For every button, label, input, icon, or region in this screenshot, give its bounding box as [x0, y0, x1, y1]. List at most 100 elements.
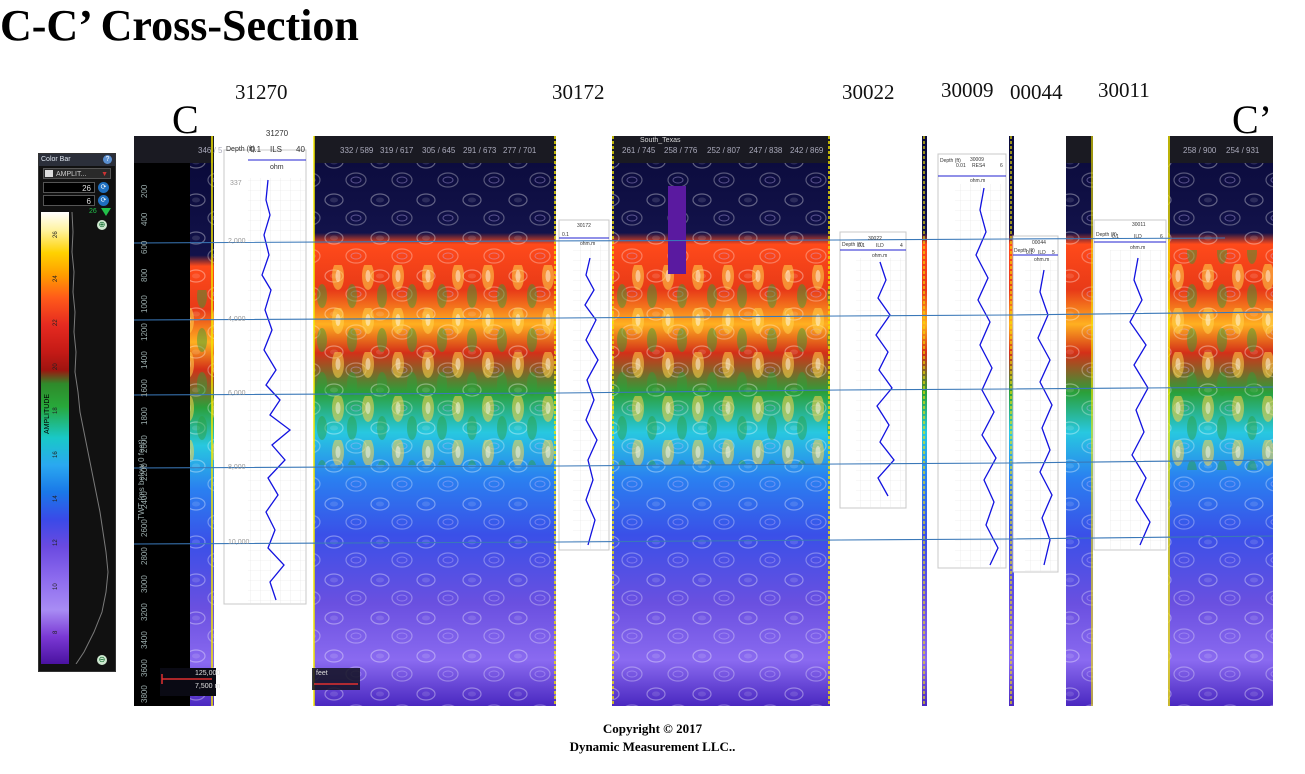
copyright-line1: Copyright © 2017 — [602, 721, 703, 736]
twt-tick-3200: 3200 — [140, 603, 149, 621]
twt-tick-2600: 2600 — [140, 519, 149, 537]
log-curve-name-30011: ILD — [1134, 234, 1142, 240]
cb-tick-8: 8 — [53, 630, 59, 634]
log-depth-31270-0: 337 — [230, 180, 242, 187]
cb-tick-20: 20 — [53, 363, 59, 370]
panel3-header-tick-4: 242 / 869 — [790, 146, 824, 155]
panel3-survey-name: South_Texas — [640, 137, 681, 144]
log-header-30172: 30172 — [577, 223, 591, 229]
twt-tick-1200: 1200 — [140, 323, 149, 341]
max-value-field[interactable]: 26 — [43, 182, 95, 193]
attribute-select[interactable]: AMPLIT... ▼ — [43, 168, 111, 179]
cb-tick-22: 22 — [53, 319, 59, 326]
log-track-30009 — [937, 153, 1007, 569]
twt-tick-3000: 3000 — [140, 575, 149, 593]
log-header-30009: 30009 — [970, 157, 984, 163]
log-unit-30022: ohm.m — [872, 253, 888, 259]
amplitude-axis-label: AMPLITUDE — [44, 393, 51, 434]
well-label-00044: 00044 — [1010, 80, 1063, 104]
twt-tick-2400: 2400 — [140, 491, 149, 509]
twt-tick-1600: 1600 — [140, 379, 149, 397]
log-depth-label-30022: Depth (ft) — [842, 242, 863, 248]
cb-tick-16: 16 — [53, 451, 59, 458]
panel3-header-tick-2: 252 / 807 — [707, 146, 741, 155]
cb-tick-10: 10 — [53, 583, 59, 590]
log-depth-31270-3: 6,000 — [228, 390, 246, 397]
scale-feet-label: feet — [316, 670, 328, 677]
log-curve-min-30011: 0.1 — [1112, 234, 1119, 240]
log-curve-max-30009: 6 — [1000, 163, 1003, 169]
seismic-strip-c — [1066, 136, 1093, 706]
max-marker-icon[interactable] — [101, 208, 111, 216]
color-bar-title: Color Bar — [39, 154, 115, 166]
log-curve-min-00044: 0.1 — [1026, 250, 1033, 256]
log-curve-max-30011: 6 — [1160, 234, 1163, 240]
seismic-panel-4 — [1168, 136, 1273, 706]
endpoint-left-label: C — [172, 97, 199, 142]
panel2-header-tick-2: 305 / 645 — [422, 146, 456, 155]
log-curve-min-30009: 0.01 — [956, 163, 966, 169]
log-header-31270: 31270 — [265, 129, 289, 138]
color-gradient — [41, 212, 69, 664]
scale-bar-line2: 7,500 m — [195, 683, 221, 690]
log-curve-min-30022: 0.1 — [858, 243, 865, 249]
log-unit-31270: ohm — [270, 164, 284, 171]
log-depth-label-30009: Depth (ft) — [940, 158, 961, 164]
log-track-30172 — [558, 219, 610, 551]
log-curve-min-30172: 0.1 — [562, 232, 569, 238]
panel3-header-tick-0: 261 / 745 — [622, 146, 656, 155]
log-track-30011 — [1093, 219, 1167, 551]
cb-tick-14: 14 — [53, 495, 59, 502]
collapse-icon[interactable] — [45, 170, 53, 177]
panel3-header-tick-1: 258 / 776 — [664, 146, 698, 155]
log-curve-name-30009: RES4 — [972, 163, 986, 169]
well-label-30172: 30172 — [552, 80, 605, 104]
panel4-header-tick-0: 258 / 900 — [1183, 146, 1217, 155]
max-refresh-icon[interactable]: ⟳ — [98, 182, 109, 193]
log-depth-31270-5: 10,000 — [228, 539, 250, 546]
log-curve-name-31270: ILS — [270, 145, 283, 154]
panel2-header-tick-3: 291 / 673 — [463, 146, 497, 155]
log-curve-max-30022: 4 — [900, 243, 903, 249]
color-bar-panel[interactable]: Color Bar ? AMPLIT... ▼ 26 ⟳ 6 ⟳ 26 ⊕ AM… — [38, 153, 116, 672]
log-header-00044: 00044 — [1032, 240, 1046, 246]
log-curve-max-31270: 40 — [296, 145, 305, 154]
endpoint-right-label: C’ — [1232, 97, 1272, 142]
well-label-30009: 30009 — [941, 78, 994, 102]
twt-tick-3400: 3400 — [140, 631, 149, 649]
panel2-header-tick-4: 277 / 701 — [503, 146, 537, 155]
chevron-down-icon[interactable]: ▼ — [101, 171, 108, 178]
log-depth-label-00044: Depth (ft) — [1014, 248, 1035, 254]
twt-tick-1800: 1800 — [140, 407, 149, 425]
seismic-strip-a — [922, 136, 927, 706]
log-track-00044 — [1012, 235, 1059, 573]
seismic-panel-3 — [612, 136, 830, 706]
cb-tick-18: 18 — [53, 407, 59, 414]
twt-tick-1000: 1000 — [140, 295, 149, 313]
log-track-31270 — [223, 149, 307, 605]
twt-tick-3800: 3800 — [140, 685, 149, 703]
help-icon[interactable]: ? — [103, 155, 112, 164]
panel2-header-tick-0: 332 / 589 — [340, 146, 374, 155]
min-refresh-icon[interactable]: ⟳ — [98, 195, 109, 206]
attribute-select-value: AMPLIT... — [56, 171, 87, 178]
log-curve-max-00044: 5 — [1052, 250, 1055, 256]
twt-tick-2800: 2800 — [140, 547, 149, 565]
cb-tick-12: 12 — [53, 539, 59, 546]
log-depth-31270-2: 4,000 — [228, 316, 246, 323]
log-track-30022 — [839, 231, 907, 509]
seismic-strip-b — [1009, 136, 1014, 706]
zoom-in-icon[interactable]: ⊕ — [97, 220, 107, 230]
twt-tick-1400: 1400 — [140, 351, 149, 369]
page-title: C-C’ Cross-Section — [0, 1, 359, 50]
zoom-out-icon[interactable]: ⊖ — [97, 655, 107, 665]
panel1-header-tick: 346 / 5 — [198, 146, 223, 155]
cb-tick-24: 24 — [53, 275, 59, 282]
cb-tick-26: 26 — [53, 231, 59, 238]
well-label-30022: 30022 — [842, 80, 895, 104]
twt-tick-600: 600 — [140, 240, 149, 254]
min-value-field[interactable]: 6 — [43, 195, 95, 206]
twt-tick-3600: 3600 — [140, 659, 149, 677]
log-unit-30172: ohm.m — [580, 241, 596, 247]
twt-tick-400: 400 — [140, 212, 149, 226]
